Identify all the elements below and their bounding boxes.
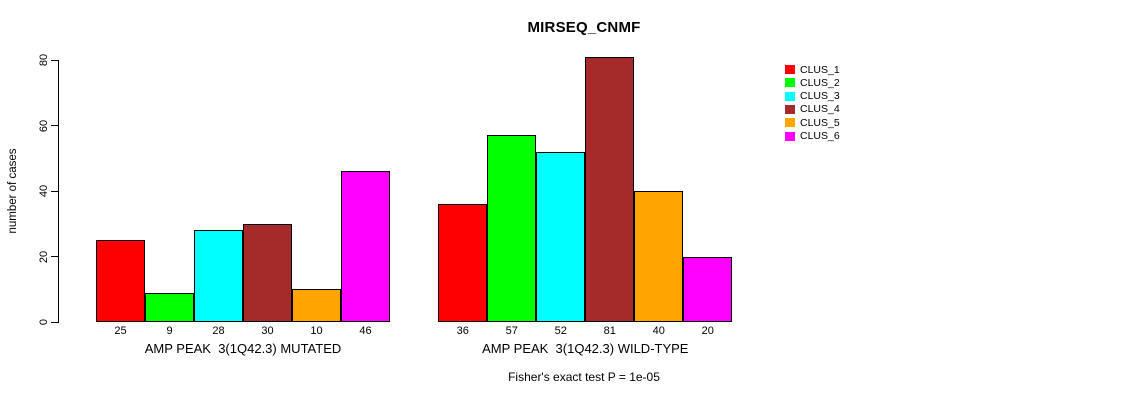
legend-label: CLUS_3 xyxy=(800,90,840,103)
bar xyxy=(292,289,341,322)
y-tick-label: 0 xyxy=(38,318,50,326)
y-tick xyxy=(51,125,58,126)
bar-value-label: 28 xyxy=(212,325,225,337)
caption: Fisher's exact test P = 1e-05 xyxy=(508,370,660,384)
legend-label: CLUS_1 xyxy=(800,63,840,76)
bar-value-label: 25 xyxy=(114,325,127,337)
chart-title: MIRSEQ_CNMF xyxy=(527,19,641,36)
y-tick-label: 80 xyxy=(38,53,50,67)
legend-label: CLUS_5 xyxy=(800,116,840,129)
bar xyxy=(438,204,488,322)
legend-label: CLUS_2 xyxy=(800,76,840,89)
legend-label: CLUS_4 xyxy=(800,103,840,116)
bar xyxy=(536,151,586,322)
bar xyxy=(96,240,145,322)
bar-value-label: 81 xyxy=(603,325,616,337)
group-label: AMP PEAK 3(1Q42.3) WILD-TYPE xyxy=(482,341,689,356)
y-tick-label: 60 xyxy=(38,119,50,132)
legend-label: CLUS_6 xyxy=(800,130,840,142)
group-label: AMP PEAK 3(1Q42.3) MUTATED xyxy=(144,341,342,356)
y-tick xyxy=(51,190,58,192)
legend-swatch xyxy=(785,104,795,114)
bar xyxy=(194,230,243,322)
legend-swatch xyxy=(785,91,795,101)
bar-value-label: 46 xyxy=(359,325,372,337)
bar xyxy=(341,171,390,322)
legend-swatch xyxy=(785,65,795,74)
y-axis-title: number of cases xyxy=(7,148,19,234)
bar xyxy=(683,256,733,322)
bar-value-label: 9 xyxy=(166,325,173,337)
bar-value-label: 20 xyxy=(701,325,714,337)
y-tick-label: 20 xyxy=(38,250,50,263)
bar xyxy=(487,135,537,322)
legend-swatch xyxy=(785,78,795,88)
y-tick xyxy=(51,256,58,257)
y-tick-label: 40 xyxy=(38,184,50,198)
y-tick xyxy=(51,59,58,61)
bar-value-label: 40 xyxy=(652,325,665,337)
y-tick xyxy=(51,321,58,323)
bar xyxy=(634,191,684,322)
y-axis-line xyxy=(58,60,59,323)
bar xyxy=(145,292,194,322)
bar-value-label: 57 xyxy=(505,325,518,337)
bar-value-label: 30 xyxy=(261,325,274,337)
legend-swatch xyxy=(785,131,795,141)
bar-value-label: 36 xyxy=(456,325,469,337)
bar-value-label: 52 xyxy=(554,325,567,337)
bar xyxy=(243,223,292,322)
bar xyxy=(585,56,635,322)
bar-value-label: 10 xyxy=(310,325,323,337)
legend-swatch xyxy=(785,118,795,128)
